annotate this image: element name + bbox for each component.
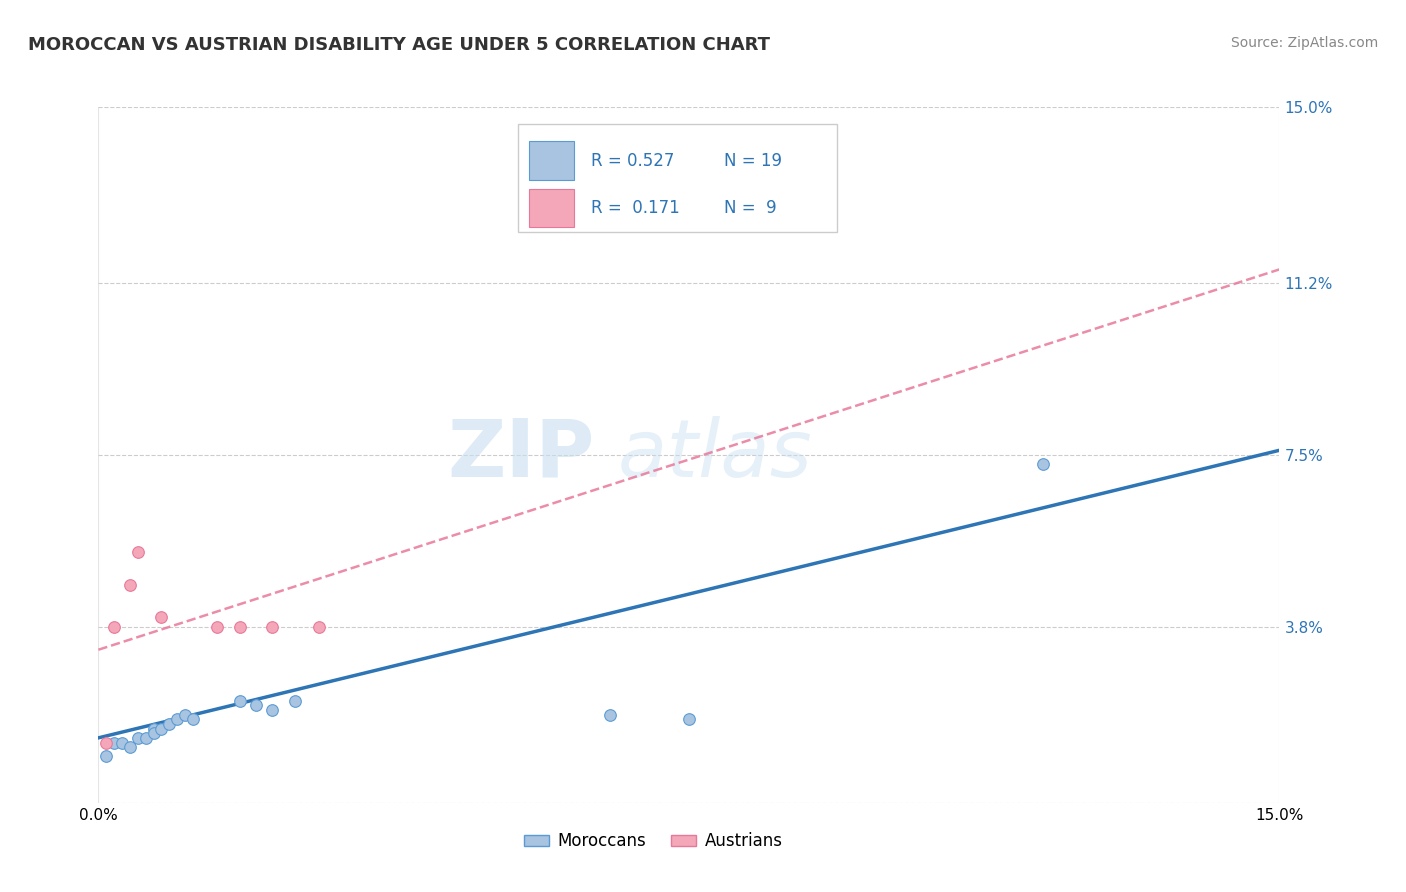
Point [96, 735, 118, 749]
Point [245, 698, 267, 713]
FancyBboxPatch shape [530, 189, 575, 227]
Point [142, 722, 165, 736]
FancyBboxPatch shape [517, 124, 837, 232]
Point [166, 712, 188, 726]
Text: R = 0.527: R = 0.527 [591, 152, 675, 169]
Point [118, 740, 141, 755]
Point [142, 726, 165, 740]
Point [157, 717, 180, 731]
Text: R =  0.171: R = 0.171 [591, 199, 679, 217]
Text: atlas: atlas [619, 416, 813, 494]
Point [150, 722, 173, 736]
Point [103, 619, 125, 633]
Point [96, 749, 118, 764]
Point [260, 619, 283, 633]
Point [127, 545, 149, 559]
Point [1032, 457, 1054, 471]
Text: ZIP: ZIP [447, 416, 595, 494]
Point [678, 712, 700, 726]
Text: N = 19: N = 19 [724, 152, 782, 169]
Point [260, 703, 283, 717]
Point [599, 707, 621, 722]
Point [111, 735, 134, 749]
Point [174, 707, 197, 722]
Text: MOROCCAN VS AUSTRIAN DISABILITY AGE UNDER 5 CORRELATION CHART: MOROCCAN VS AUSTRIAN DISABILITY AGE UNDE… [28, 36, 770, 54]
Point [181, 712, 204, 726]
Point [127, 731, 149, 745]
Point [150, 610, 173, 624]
Text: N =  9: N = 9 [724, 199, 778, 217]
Point [118, 578, 141, 592]
Point [284, 694, 307, 708]
Point [229, 619, 252, 633]
FancyBboxPatch shape [530, 142, 575, 180]
Point [229, 694, 252, 708]
Point [308, 619, 330, 633]
Point [205, 619, 228, 633]
Legend: Moroccans, Austrians: Moroccans, Austrians [517, 826, 789, 857]
Text: Source: ZipAtlas.com: Source: ZipAtlas.com [1230, 36, 1378, 50]
Point [103, 735, 125, 749]
Point [135, 731, 157, 745]
